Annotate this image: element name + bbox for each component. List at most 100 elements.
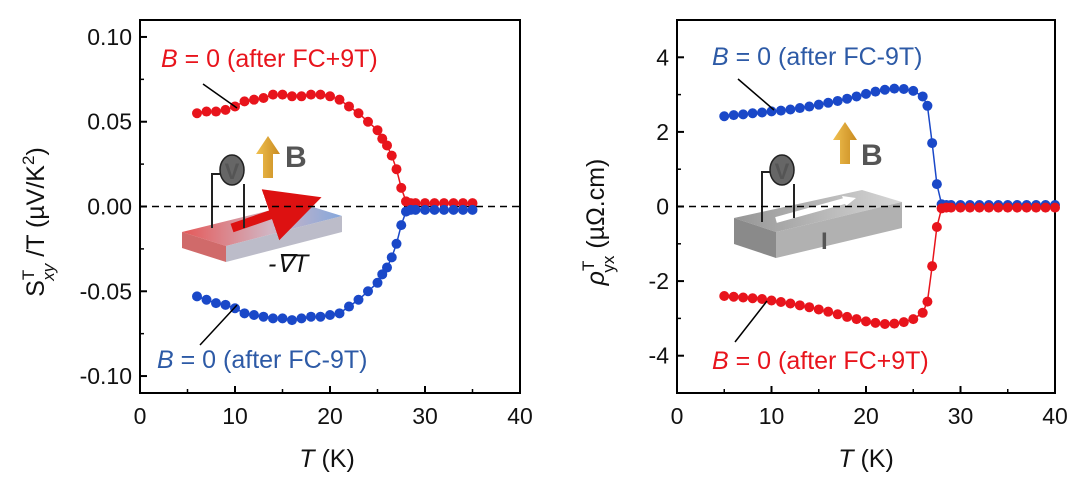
y-tick-label: -0.10: [80, 363, 132, 389]
data-point: [192, 291, 202, 302]
annotation-blue-right: B = 0 (after FC-9T): [712, 43, 922, 71]
data-point: [931, 222, 942, 233]
data-point: [201, 294, 212, 305]
data-point: [917, 91, 928, 102]
y-tick-label: 0.10: [87, 24, 132, 50]
data-point: [813, 304, 824, 315]
data-point: [239, 96, 250, 107]
left-inset-illustration: V B -∇T: [182, 136, 342, 278]
data-point: [306, 89, 316, 100]
data-point: [738, 292, 749, 303]
data-point: [201, 106, 212, 117]
left-y-axis-label: STxy /T (µV/K2): [19, 147, 58, 297]
data-point: [757, 294, 768, 305]
inset-current-label: I: [821, 228, 828, 255]
data-point: [268, 89, 278, 100]
annotation-leader-red: [734, 300, 768, 343]
gradient-arrow-icon: [230, 189, 322, 241]
left-panel: V B -∇T 0 10 20 30 40-0.10-0.050.000.050.10 …: [19, 19, 533, 473]
data-point: [315, 89, 326, 100]
data-point: [775, 296, 786, 307]
data-point: [353, 294, 364, 305]
data-point: [842, 311, 853, 322]
data-point: [861, 88, 871, 99]
data-point: [372, 277, 383, 288]
data-point: [1031, 202, 1042, 213]
data-point: [813, 99, 824, 110]
data-point: [747, 108, 758, 119]
data-point: [429, 204, 440, 215]
inset-field-label-right: B: [861, 139, 883, 172]
data-point: [922, 100, 933, 111]
data-point: [258, 92, 269, 103]
voltmeter-icon: [769, 154, 795, 186]
data-point: [917, 307, 928, 318]
data-point: [353, 108, 364, 119]
data-point: [363, 116, 373, 127]
data-point: [1021, 202, 1032, 213]
annotation-leader-blue: [737, 78, 775, 111]
right-panel: V B I 0 10 20 30 40 -4 -2 0 2 4 B = 0 (after FC-9…: [579, 19, 1068, 473]
x-tick-label: 40: [507, 403, 533, 429]
data-point: [344, 301, 354, 312]
x-tick-label: 20: [853, 403, 879, 429]
data-point: [296, 313, 307, 324]
data-point: [277, 89, 288, 100]
data-point: [823, 306, 834, 317]
data-point: [766, 295, 777, 306]
data-point: [993, 202, 1004, 213]
data-point: [794, 103, 805, 114]
data-point: [249, 94, 259, 105]
data-point: [391, 238, 402, 249]
data-point: [211, 298, 221, 309]
data-point: [728, 291, 739, 302]
data-point: [344, 101, 354, 112]
left-series: [192, 89, 478, 326]
data-point: [325, 91, 335, 102]
series-line-0: [196, 93, 473, 204]
inset-gradient-label: -∇T: [268, 250, 310, 278]
data-point: [325, 310, 335, 321]
data-point: [372, 125, 383, 136]
data-point: [898, 84, 909, 95]
x-tick-label: 10: [222, 403, 248, 429]
data-point: [832, 95, 843, 106]
y-tick-label: 0.05: [87, 109, 132, 135]
data-point: [1050, 202, 1060, 213]
field-arrow-icon: [833, 122, 857, 164]
y-tick-label: 2: [656, 119, 669, 145]
voltmeter-wire-icon: [761, 171, 772, 222]
y-tick-label: 0.00: [87, 194, 132, 220]
y-tick-label: 0: [656, 194, 669, 220]
data-point: [832, 309, 843, 320]
data-point: [922, 296, 933, 307]
right-series: [719, 83, 1060, 329]
data-point: [277, 313, 288, 324]
data-point: [728, 110, 739, 121]
data-point: [861, 316, 871, 327]
right-ticks: 0 10 20 30 40 -4 -2 0 2 4: [649, 44, 1068, 429]
annotation-leader-red: [202, 83, 238, 109]
data-point: [1002, 202, 1013, 213]
data-point: [410, 204, 421, 215]
data-point: [382, 140, 392, 151]
data-point: [296, 91, 307, 102]
data-point: [458, 204, 468, 215]
data-point: [220, 104, 231, 115]
annotation-leader-blue: [199, 304, 238, 346]
data-point: [391, 164, 402, 175]
right-inset-illustration: V B I: [734, 122, 902, 258]
y-tick-label: 4: [656, 44, 669, 70]
data-point: [211, 106, 221, 117]
series-line-0: [724, 87, 1055, 206]
data-point: [719, 291, 730, 302]
data-point: [964, 202, 975, 213]
data-point: [804, 302, 815, 313]
data-point: [249, 310, 259, 321]
x-tick-label: 40: [1042, 403, 1068, 429]
data-point: [439, 204, 449, 215]
x-tick-label: 0: [671, 403, 684, 429]
data-point: [420, 204, 430, 215]
data-point: [785, 298, 796, 309]
